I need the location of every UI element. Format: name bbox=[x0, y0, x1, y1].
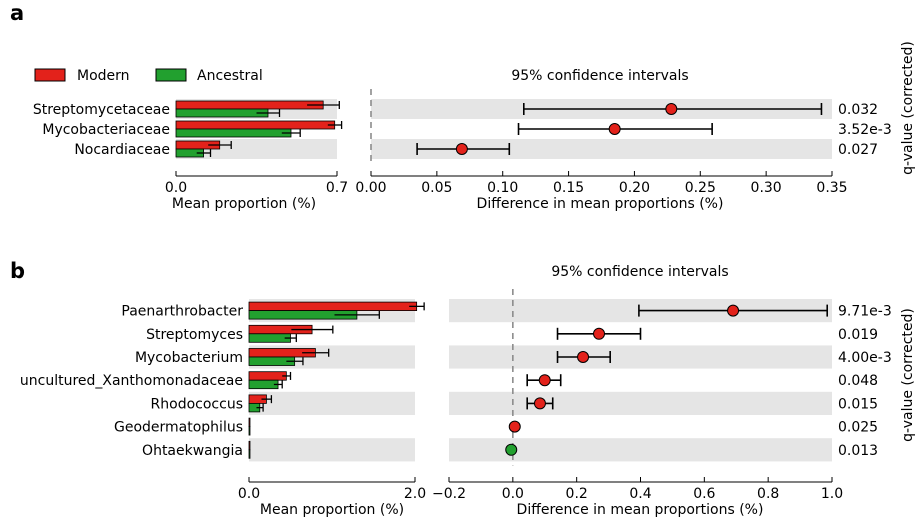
difference-point bbox=[608, 123, 621, 135]
category-label: Mycobacterium bbox=[135, 350, 243, 366]
left-tick-label: 2.0 bbox=[404, 486, 426, 502]
right-tick-label: 0.30 bbox=[751, 180, 782, 196]
category-label: Mycobacteriaceae bbox=[42, 122, 170, 138]
bar-modern bbox=[248, 371, 287, 381]
bar-ancestral bbox=[248, 379, 279, 390]
qvalue-label: 0.027 bbox=[838, 142, 878, 158]
ci-title-a: 95% confidence intervals bbox=[511, 68, 688, 84]
x-axis-title-left-b: Mean proportion (%) bbox=[260, 502, 404, 518]
qvalue-label: 0.032 bbox=[838, 102, 878, 118]
difference-point bbox=[505, 443, 518, 456]
legend-modern-label: Modern bbox=[77, 68, 130, 84]
right-tick-label: 0.4 bbox=[629, 486, 651, 502]
bar-modern bbox=[248, 301, 418, 312]
bar-modern bbox=[175, 120, 336, 130]
right-tick-label: 1.0 bbox=[821, 486, 843, 502]
row-band-left bbox=[249, 391, 415, 415]
qvalue-label: 0.048 bbox=[838, 373, 878, 389]
x-axis-title-right-b: Difference in mean proportions (%) bbox=[517, 502, 764, 518]
right-tick-label: 0.8 bbox=[757, 486, 779, 502]
panel-label-a: a bbox=[10, 1, 24, 25]
panel-b-plot: 0.0 2.0 −0.2 0.0 0.2 0.4 0.6 0.8 1.0 Paenarthroba… bbox=[20, 289, 892, 502]
qvalue-label: 9.71e-3 bbox=[838, 304, 892, 320]
category-label: Streptomycetaceae bbox=[33, 102, 170, 118]
right-tick-label: 0.25 bbox=[685, 180, 716, 196]
left-tick-label: 0.7 bbox=[326, 180, 348, 196]
difference-point bbox=[533, 397, 546, 410]
difference-point bbox=[455, 143, 468, 155]
row-band-right bbox=[371, 139, 832, 159]
bar-modern bbox=[175, 100, 324, 110]
right-tick-label: 0.0 bbox=[502, 486, 524, 502]
bar-ancestral bbox=[175, 128, 292, 138]
qvalue-title-a: q-value (corrected) bbox=[900, 41, 916, 175]
panel-a-plot: 0.0 0.7 0.00 0.05 0.10 0.15 0.20 0.25 0.30 0.35 St… bbox=[33, 89, 892, 196]
category-label: Ohtaekwangia bbox=[142, 443, 243, 459]
ci-title-b: 95% confidence intervals bbox=[551, 264, 728, 280]
qvalue-label: 0.013 bbox=[838, 443, 878, 459]
left-tick-label: 0.0 bbox=[238, 486, 260, 502]
difference-point bbox=[577, 351, 590, 363]
legend: Modern Ancestral bbox=[34, 68, 263, 84]
x-axis-title-right-a: Difference in mean proportions (%) bbox=[477, 196, 724, 212]
qvalue-label: 3.52e-3 bbox=[838, 122, 892, 138]
right-tick-label: 0.10 bbox=[487, 180, 518, 196]
row-band-right bbox=[449, 391, 832, 415]
category-label: Streptomyces bbox=[146, 327, 243, 343]
x-axis-title-left-a: Mean proportion (%) bbox=[172, 196, 316, 212]
difference-point bbox=[593, 327, 606, 340]
difference-point bbox=[727, 304, 740, 317]
panel-label-b: b bbox=[10, 259, 25, 283]
right-tick-label: 0.05 bbox=[421, 180, 452, 196]
right-tick-label: 0.00 bbox=[355, 180, 386, 196]
category-label: uncultured_Xanthomonadaceae bbox=[20, 373, 243, 389]
category-label: Paenarthrobacter bbox=[121, 304, 243, 320]
difference-point bbox=[538, 374, 551, 387]
category-label: Nocardiaceae bbox=[74, 142, 170, 158]
bar-ancestral bbox=[248, 426, 251, 436]
bar-modern bbox=[248, 417, 251, 428]
bar-ancestral bbox=[175, 108, 269, 118]
bar-ancestral bbox=[248, 333, 291, 343]
qvalue-label: 0.025 bbox=[838, 420, 878, 436]
category-label: Rhodococcus bbox=[151, 396, 243, 412]
category-label: Geodermatophilus bbox=[114, 420, 243, 436]
right-tick-label: 0.35 bbox=[816, 180, 847, 196]
qvalue-label: 4.00e-3 bbox=[838, 350, 892, 366]
right-tick-label: 0.2 bbox=[566, 486, 588, 502]
row-band-right bbox=[449, 438, 832, 462]
difference-point bbox=[665, 103, 678, 115]
qvalue-label: 0.015 bbox=[838, 396, 878, 412]
difference-point bbox=[508, 420, 521, 433]
right-tick-label: −0.2 bbox=[432, 486, 466, 502]
legend-ancestral-label: Ancestral bbox=[197, 68, 263, 84]
bar-ancestral bbox=[248, 449, 251, 459]
left-tick-label: 0.0 bbox=[165, 180, 187, 196]
right-tick-label: 0.20 bbox=[619, 180, 650, 196]
right-tick-label: 0.15 bbox=[553, 180, 584, 196]
qvalue-title-b: q-value (corrected) bbox=[900, 308, 916, 442]
qvalue-label: 0.019 bbox=[838, 327, 878, 343]
bar-modern bbox=[248, 440, 251, 451]
right-tick-label: 0.6 bbox=[693, 486, 715, 502]
legend-modern-swatch bbox=[34, 68, 66, 82]
legend-ancestral-swatch bbox=[155, 68, 187, 82]
row-band-left bbox=[249, 438, 415, 462]
row-band-right bbox=[449, 345, 832, 369]
